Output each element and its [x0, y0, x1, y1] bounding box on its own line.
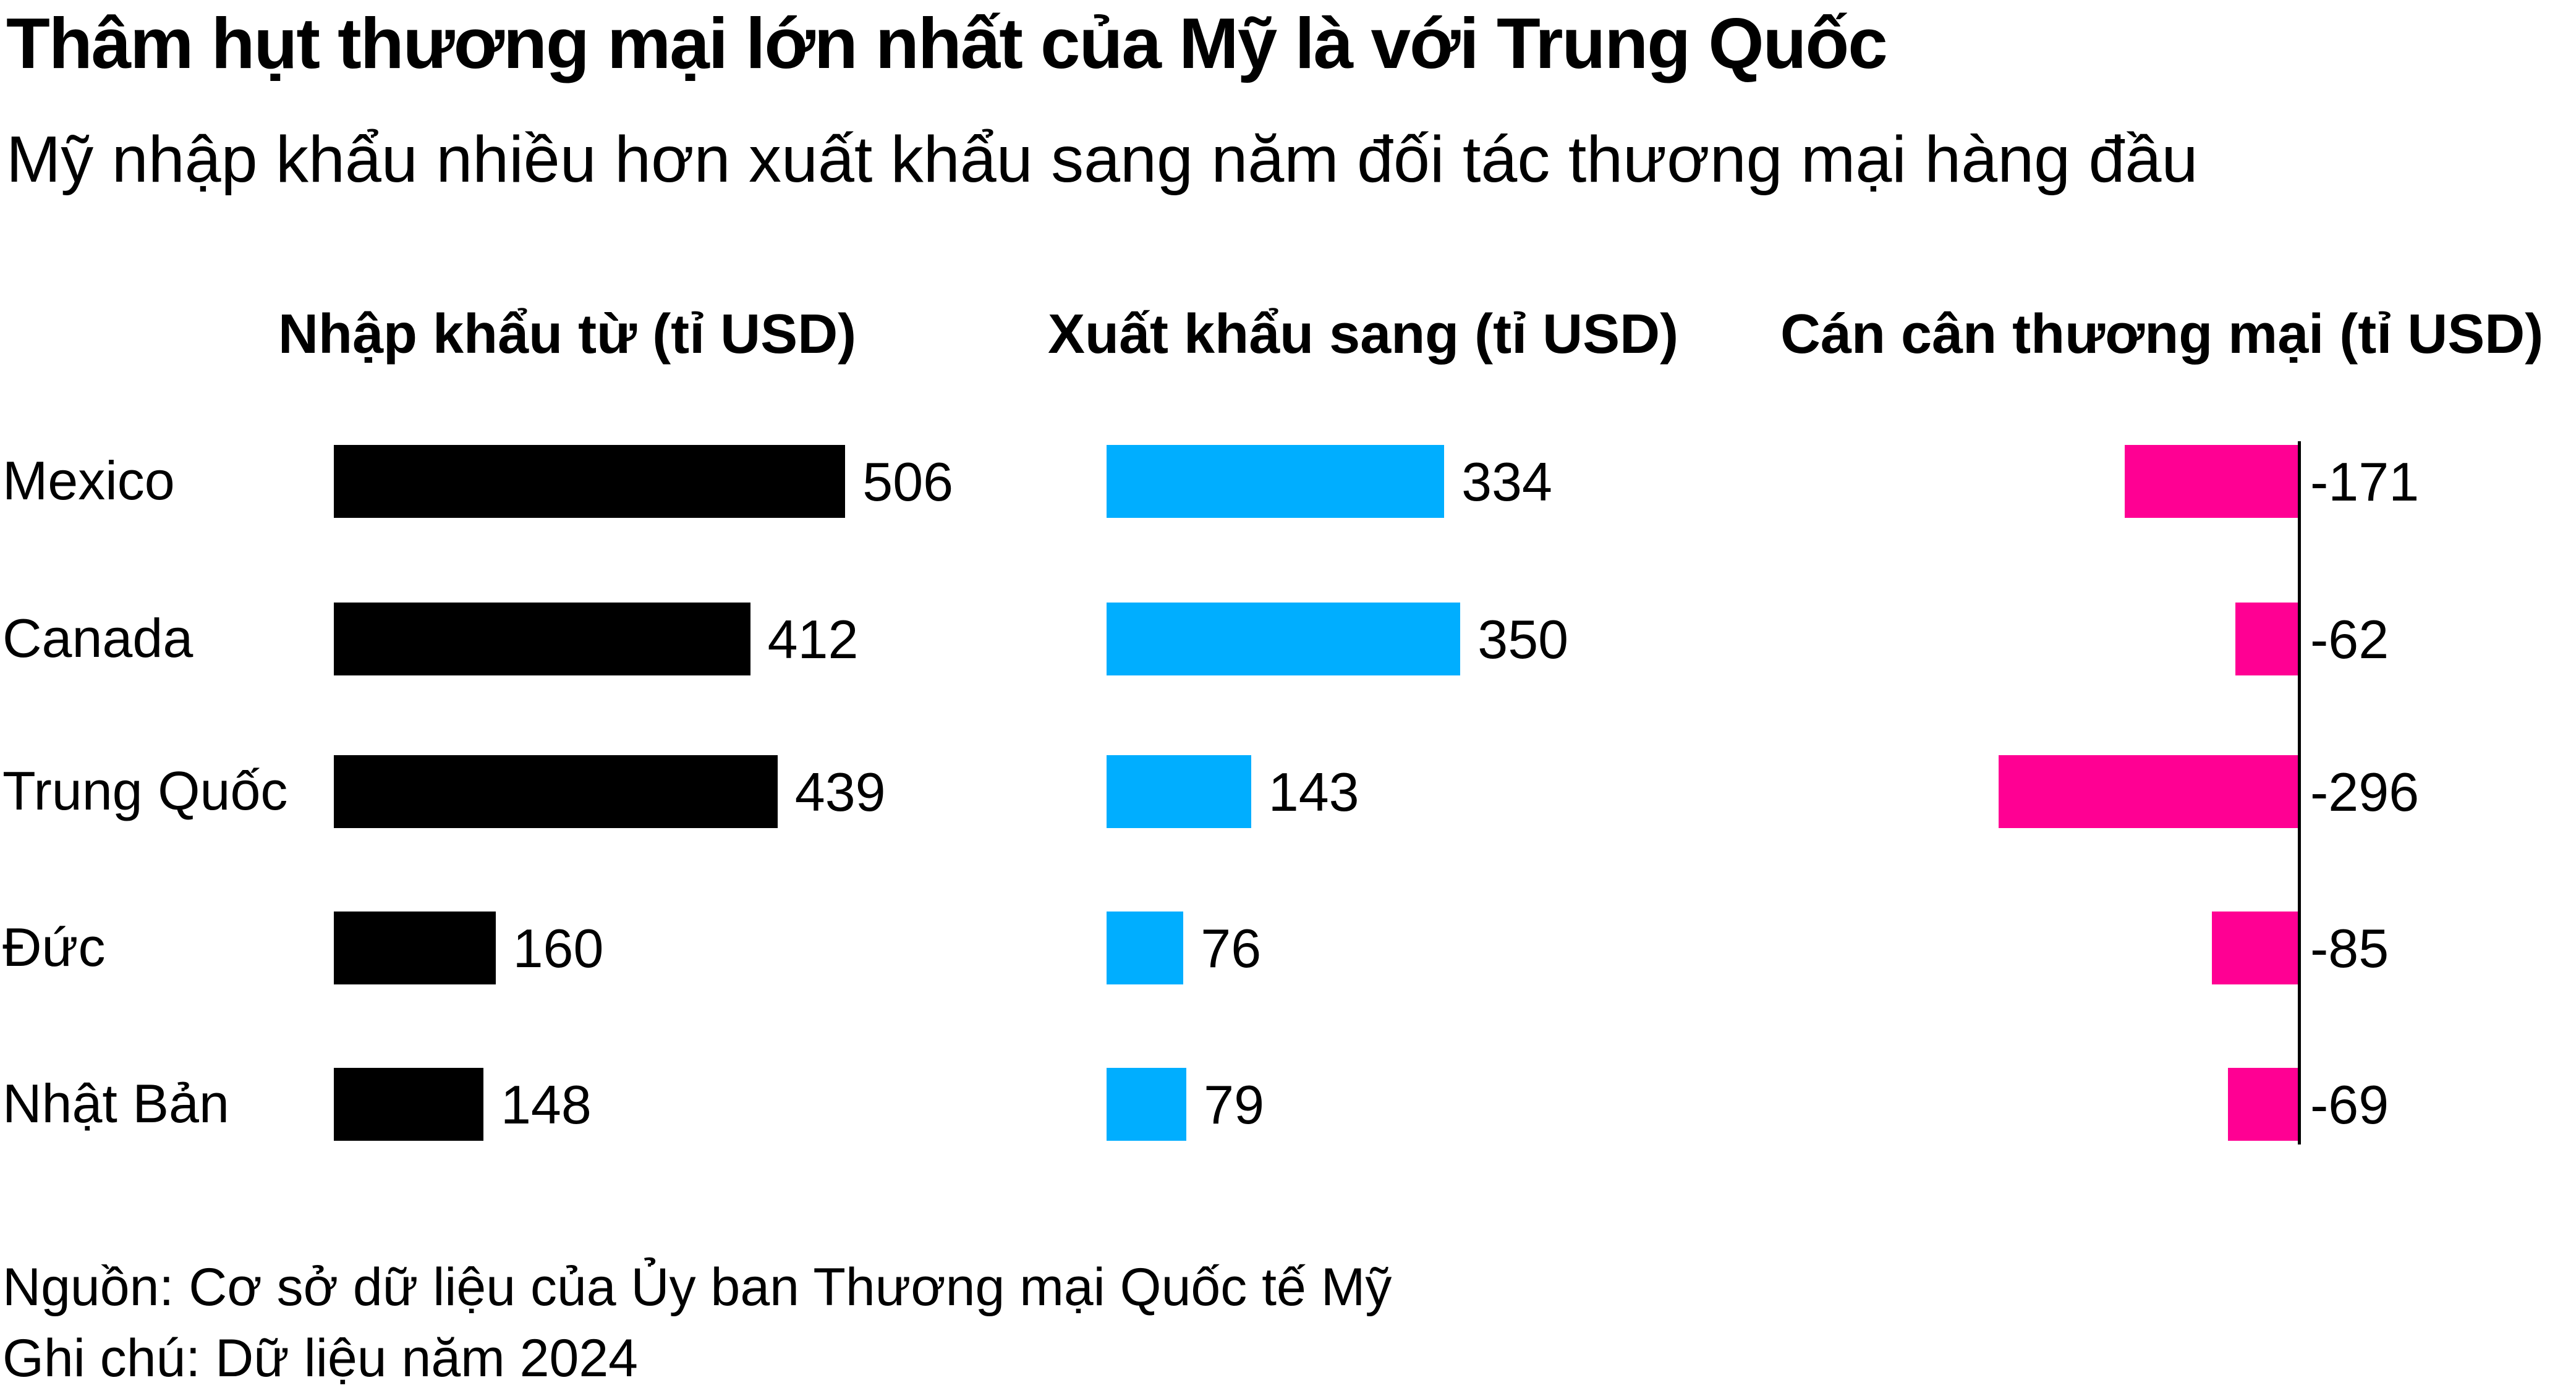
value-label: 506: [862, 451, 954, 512]
value-label: 148: [500, 1074, 592, 1135]
value-label: -69: [2310, 1074, 2389, 1135]
bar-2-1: [1107, 445, 1445, 518]
zero-axis-line: [2298, 441, 2301, 1144]
bar-1-4: [334, 912, 496, 984]
value-label: -296: [2310, 761, 2420, 823]
chart-subtitle: Mỹ nhập khẩu nhiều hơn xuất khẩu sang nă…: [6, 123, 2198, 196]
bar-3-3: [1999, 755, 2298, 828]
category-label: Nhật Bản: [2, 1073, 229, 1134]
bar-1-1: [334, 445, 846, 518]
bar-3-5: [2228, 1068, 2298, 1141]
column-header-1: Nhập khẩu từ (tỉ USD): [278, 303, 857, 365]
bar-2-4: [1107, 912, 1184, 984]
bar-1-2: [334, 603, 750, 675]
value-label: 350: [1477, 609, 1569, 670]
value-label: 143: [1268, 761, 1359, 823]
category-label: Trung Quốc: [2, 760, 288, 821]
bar-3-1: [2125, 445, 2298, 518]
column-header-3: Cán cân thương mại (tỉ USD): [1780, 303, 2544, 365]
value-label: -85: [2310, 918, 2389, 979]
value-label: 79: [1204, 1074, 1265, 1135]
bar-2-2: [1107, 603, 1461, 675]
bar-3-2: [2235, 603, 2298, 675]
bar-2-3: [1107, 755, 1251, 828]
chart-title: Thâm hụt thương mại lớn nhất của Mỹ là v…: [6, 3, 1888, 83]
bar-3-4: [2212, 912, 2298, 984]
value-label: -171: [2310, 451, 2420, 512]
value-label: -62: [2310, 609, 2389, 670]
value-label: 76: [1201, 918, 1262, 979]
value-label: 412: [767, 609, 859, 670]
category-label: Mexico: [2, 450, 175, 511]
bar-1-3: [334, 755, 778, 828]
bar-2-5: [1107, 1068, 1187, 1141]
value-label: 160: [512, 918, 604, 979]
source-note: Nguồn: Cơ sở dữ liệu của Ủy ban Thương m…: [2, 1258, 1392, 1317]
category-label: Đức: [2, 916, 106, 978]
category-label: Canada: [2, 607, 193, 669]
value-label: 439: [794, 761, 886, 823]
bar-1-5: [334, 1068, 483, 1141]
column-header-2: Xuất khẩu sang (tỉ USD): [1048, 303, 1679, 365]
value-label: 334: [1461, 451, 1552, 512]
data-note: Ghi chú: Dữ liệu năm 2024: [2, 1329, 639, 1388]
